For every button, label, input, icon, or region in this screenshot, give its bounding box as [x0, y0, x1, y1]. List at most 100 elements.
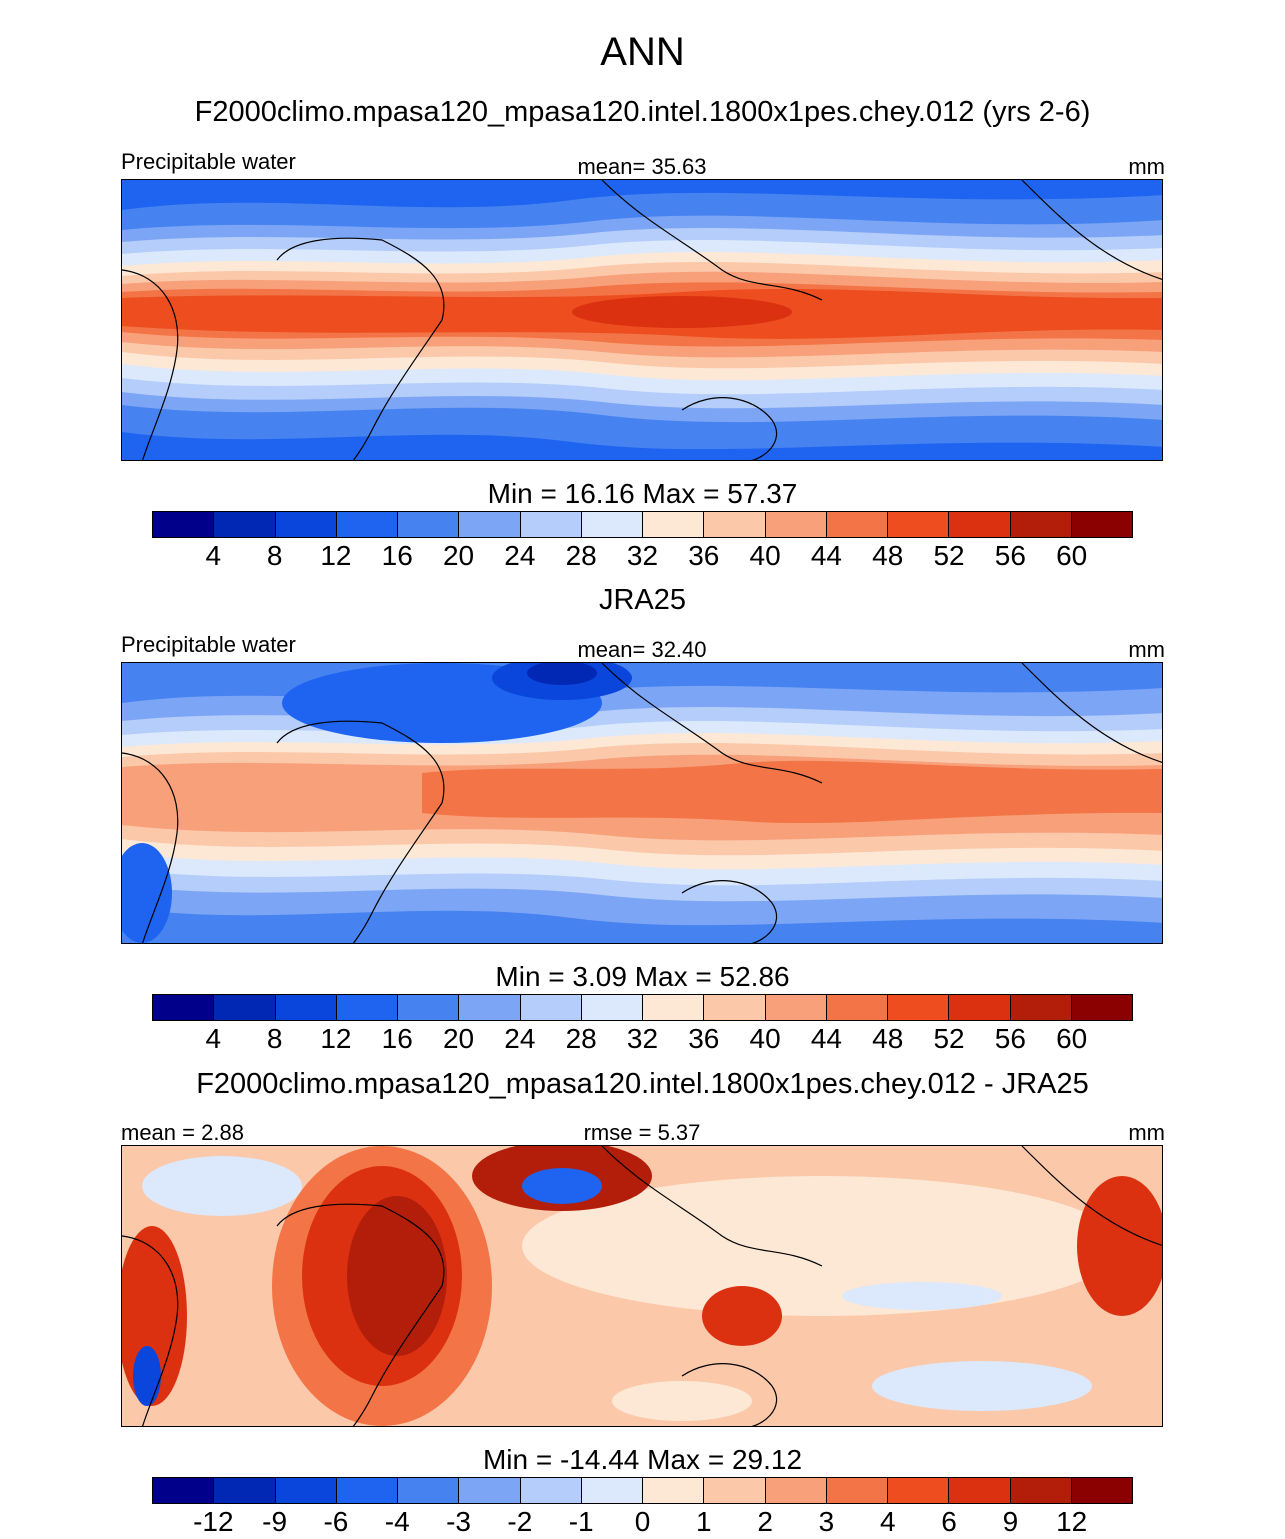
colorbar-swatch: [826, 1478, 888, 1503]
colorbar-tick-label: -6: [323, 1506, 349, 1537]
colorbar-tick-label: 4: [205, 540, 222, 571]
colorbar-tick-label: 12: [320, 540, 352, 571]
min-max-label: Min = 16.16 Max = 57.37: [487, 478, 798, 509]
colorbar-swatch: [459, 1478, 521, 1503]
precipitable-water-map: [121, 662, 1163, 944]
colorbar-tick-label: 12: [320, 1023, 352, 1054]
colorbar-swatch: [336, 512, 398, 537]
colorbar-swatch: [214, 1478, 276, 1503]
colorbar-tick-label: 8: [266, 1023, 283, 1054]
colorbar-tick-label: 1: [696, 1506, 712, 1537]
colorbar-swatch: [520, 1478, 582, 1503]
colorbar-tick-label: 48: [872, 540, 904, 571]
colorbar-swatch: [949, 512, 1011, 537]
colorbar-swatch: [520, 512, 582, 537]
colorbar-tick-label: -3: [446, 1506, 472, 1537]
colorbar-tick-label: 44: [810, 1023, 843, 1054]
figure-title: ANN: [600, 30, 685, 74]
colorbar-tick-label: -12: [193, 1506, 234, 1537]
colorbar-swatch: [643, 995, 705, 1020]
colorbar-swatch: [888, 1478, 950, 1503]
colorbar-swatch: [949, 995, 1011, 1020]
colorbar-tick-label: 32: [626, 1023, 659, 1054]
variable-label: Precipitable water: [121, 149, 296, 174]
colorbar-swatch: [704, 1478, 766, 1503]
mean-label: mean = 2.88: [121, 1120, 244, 1145]
colorbar-swatch: [581, 512, 643, 537]
colorbar-swatch: [398, 512, 460, 537]
colorbar-tick-label: 40: [749, 1023, 781, 1054]
colorbar-swatch: [153, 995, 215, 1020]
colorbar-tick-label: 4: [879, 1506, 896, 1537]
colorbar-tick-label: 56: [994, 540, 1026, 571]
colorbar-tick-label: -2: [507, 1506, 533, 1537]
difference-map: [121, 1145, 1163, 1427]
colorbar-swatch: [1010, 995, 1072, 1020]
min-max-label: Min = 3.09 Max = 52.86: [495, 961, 790, 992]
colorbar-swatch: [153, 512, 215, 537]
colorbar-tick-label: 4: [205, 1023, 222, 1054]
colorbar-swatch: [275, 512, 337, 537]
colorbar-swatch: [214, 512, 276, 537]
units-label: mm: [1128, 637, 1165, 662]
colorbar-tick-label: 6: [941, 1506, 957, 1537]
colorbar-swatch: [214, 995, 276, 1020]
colorbar-tick-label: 36: [688, 1023, 720, 1054]
colorbar-tick-label: -9: [262, 1506, 288, 1537]
colorbar-swatch: [765, 1478, 827, 1503]
colorbar-swatch: [398, 995, 460, 1020]
colorbar-swatch: [1010, 512, 1072, 537]
colorbar-tick-label: -4: [384, 1506, 410, 1537]
colorbar-swatch: [826, 995, 888, 1020]
colorbar-swatch: [1071, 1478, 1132, 1503]
colorbar-tick-label: 20: [442, 1023, 475, 1054]
colorbar-swatch: [275, 995, 337, 1020]
colorbar-swatch: [520, 995, 582, 1020]
mean-label: mean= 35.63: [577, 154, 707, 179]
colorbar-swatch: [765, 995, 827, 1020]
precipitable-water-map: [121, 179, 1163, 461]
colorbar-tick-label: 28: [565, 1023, 597, 1054]
colorbar-swatch: [1071, 512, 1132, 537]
colorbar-tick-label: 24: [504, 540, 536, 571]
colorbar-tick-label: 44: [810, 540, 843, 571]
colorbar-swatch: [153, 1478, 215, 1503]
units-label: mm: [1128, 1120, 1165, 1145]
colorbar-tick-label: 52: [933, 540, 965, 571]
colorbar-swatch: [336, 1478, 398, 1503]
panel-title: F2000climo.mpasa120_mpasa120.intel.1800x…: [194, 96, 1091, 128]
colorbar-tick-label: 16: [381, 540, 413, 571]
colorbar-tick-label: 20: [442, 540, 475, 571]
colorbar-tick-label: 56: [994, 1023, 1026, 1054]
colorbar-tick-label: 3: [818, 1506, 835, 1537]
units-label: mm: [1128, 154, 1165, 179]
colorbar-tick-label: 24: [504, 1023, 536, 1054]
colorbar-swatch: [459, 512, 521, 537]
colorbar-swatch: [643, 1478, 705, 1503]
colorbar-swatch: [949, 1478, 1011, 1503]
colorbar-swatch: [704, 512, 766, 537]
colorbar-swatch: [398, 1478, 460, 1503]
colorbar-tick-label: -1: [568, 1506, 594, 1537]
colorbar-tick-label: 48: [872, 1023, 904, 1054]
colorbar-tick-label: 12: [1056, 1506, 1088, 1537]
variable-label: Precipitable water: [121, 632, 296, 657]
colorbar-tick-label: 32: [626, 540, 659, 571]
rmse-label: rmse = 5.37: [583, 1120, 701, 1145]
colorbar-swatch: [826, 512, 888, 537]
colorbar-swatch: [1010, 1478, 1072, 1503]
colorbar-tick-label: 0: [634, 1506, 651, 1537]
mean-label: mean= 32.40: [577, 637, 707, 662]
panel-title: F2000climo.mpasa120_mpasa120.intel.1800x…: [196, 1068, 1089, 1100]
colorbar-tick-label: 2: [757, 1506, 773, 1537]
colorbar-tick-label: 60: [1056, 540, 1088, 571]
colorbar-tick-label: 28: [565, 540, 597, 571]
colorbar-swatch: [459, 995, 521, 1020]
colorbar-tick-label: 36: [688, 540, 720, 571]
colorbar-tick-label: 8: [266, 540, 283, 571]
colorbar-swatch: [704, 995, 766, 1020]
colorbar-swatch: [643, 512, 705, 537]
colorbar-swatch: [888, 512, 950, 537]
colorbar-tick-label: 60: [1056, 1023, 1088, 1054]
min-max-label: Min = -14.44 Max = 29.12: [482, 1444, 803, 1475]
